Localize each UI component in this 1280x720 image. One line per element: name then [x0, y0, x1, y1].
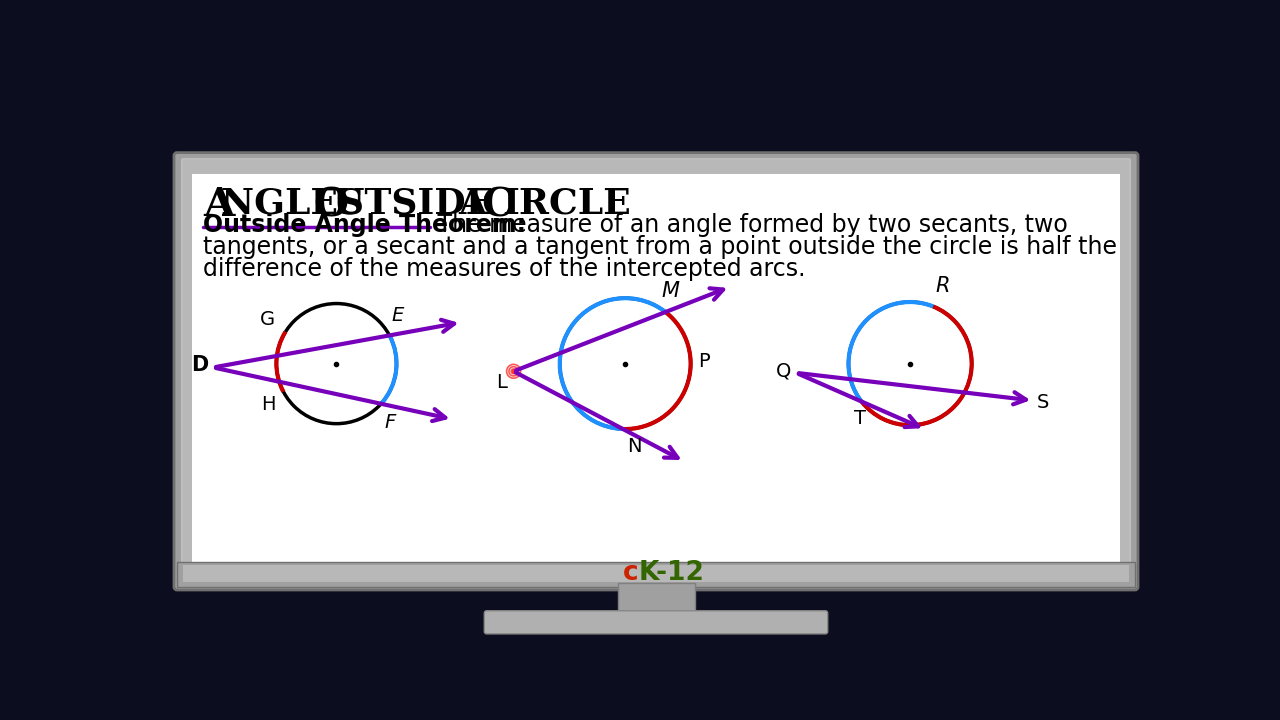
FancyBboxPatch shape: [174, 153, 1138, 590]
Bar: [177, 562, 1135, 587]
Text: L: L: [497, 373, 507, 392]
Text: difference of the measures of the intercepted arcs.: difference of the measures of the interc…: [204, 257, 805, 282]
Text: NGLES: NGLES: [221, 186, 376, 220]
Text: Q: Q: [776, 361, 791, 381]
Text: N: N: [627, 437, 641, 456]
Text: A: A: [458, 186, 499, 220]
Text: M: M: [662, 282, 680, 301]
Text: H: H: [261, 395, 275, 414]
Text: Outside Angle Theorem:: Outside Angle Theorem:: [204, 212, 526, 237]
Bar: [183, 565, 1129, 582]
Text: O: O: [314, 186, 348, 225]
Text: c: c: [622, 560, 639, 586]
Text: A: A: [204, 186, 234, 225]
Text: K-12: K-12: [639, 560, 704, 586]
Bar: [617, 583, 695, 618]
Text: D: D: [192, 355, 209, 375]
Text: UTSIDE: UTSIDE: [333, 186, 506, 220]
Text: F: F: [384, 413, 396, 432]
Text: G: G: [260, 310, 275, 329]
Text: tangents, or a secant and a tangent from a point outside the circle is half the: tangents, or a secant and a tangent from…: [204, 235, 1117, 259]
Text: S: S: [1037, 393, 1050, 413]
Text: E: E: [390, 305, 403, 325]
Text: T: T: [854, 409, 865, 428]
FancyBboxPatch shape: [182, 159, 1130, 584]
Bar: [192, 174, 1120, 573]
Text: IRCLE: IRCLE: [502, 186, 631, 220]
Text: P: P: [699, 352, 710, 371]
Text: R: R: [936, 276, 950, 296]
Text: The measure of an angle formed by two secants, two: The measure of an angle formed by two se…: [430, 212, 1068, 237]
FancyBboxPatch shape: [484, 611, 828, 634]
Text: C: C: [481, 186, 513, 225]
